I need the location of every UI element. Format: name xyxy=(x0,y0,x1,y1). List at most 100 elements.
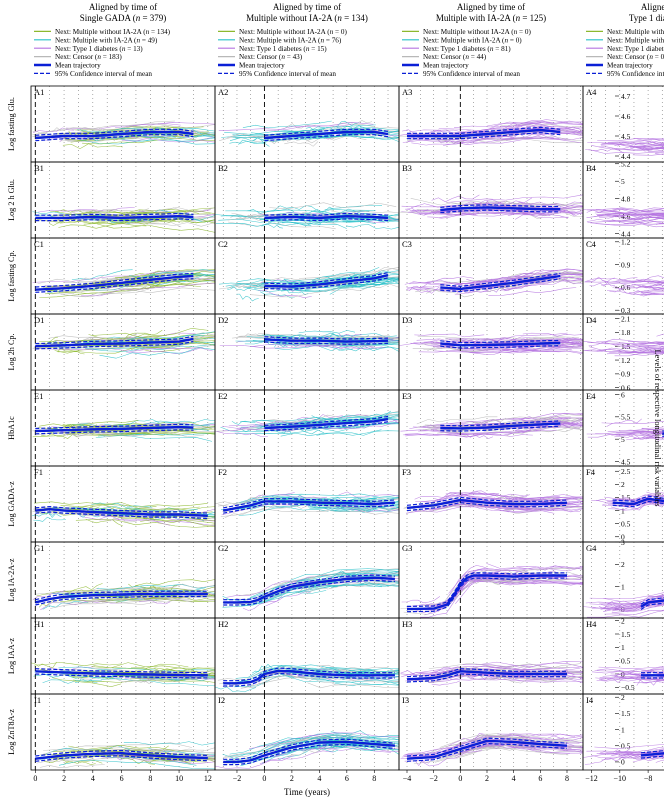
trajectory-line xyxy=(93,662,216,669)
y-tick-label: 0.5 xyxy=(621,519,631,528)
mean-trajectory-line xyxy=(264,417,389,430)
trajectory-line xyxy=(600,142,664,147)
trajectory-line xyxy=(512,120,584,125)
trajectory-line xyxy=(74,126,171,131)
trajectory-line xyxy=(143,419,216,428)
ci-upper-line xyxy=(406,496,568,506)
trajectory-line xyxy=(658,215,664,216)
trajectory-line xyxy=(336,120,373,126)
trajectory-line xyxy=(32,127,62,135)
trajectory-line xyxy=(465,345,584,352)
mean-trajectory-line xyxy=(222,500,395,512)
mean-trajectory-line xyxy=(35,508,208,517)
trajectory-line xyxy=(68,745,193,752)
trajectory-line xyxy=(609,352,664,356)
ci-lower-line xyxy=(407,132,561,140)
trajectory-line xyxy=(92,127,163,133)
panel-frame xyxy=(582,617,664,695)
trajectory-line xyxy=(231,333,260,339)
trajectory-line xyxy=(129,506,216,511)
trajectory-line xyxy=(596,212,664,216)
trajectory-line xyxy=(586,610,664,618)
trajectory-line xyxy=(614,284,664,289)
legend-label: Next: Multiple without IA-2A (n = 0) xyxy=(607,28,664,36)
trajectory-line xyxy=(610,504,664,511)
x-tick-label: 8 xyxy=(148,774,152,783)
trajectory-line xyxy=(262,493,400,498)
trajectory-line xyxy=(504,505,569,511)
y-axis-right: 0 0.5 1 1.5 2 xyxy=(615,693,631,767)
trajectory-line xyxy=(308,678,347,686)
ci-lower-line xyxy=(35,278,194,293)
ci-upper-line xyxy=(223,738,395,760)
trajectory-line xyxy=(500,123,584,128)
trajectory-line xyxy=(645,436,664,441)
panel-label: G2 xyxy=(218,543,228,553)
trajectory-line xyxy=(594,211,664,218)
y-tick-label: 0 xyxy=(621,533,625,542)
ci-lower-line xyxy=(406,673,567,683)
trajectory-line xyxy=(614,434,664,440)
trajectory-line xyxy=(618,350,664,353)
trajectory-line xyxy=(461,210,576,217)
trajectory-line xyxy=(39,764,105,768)
trajectory-line xyxy=(597,138,664,142)
column-title-group: Multiple with IA-2A ( xyxy=(436,13,516,23)
trajectory-line xyxy=(344,336,400,343)
trajectory-line xyxy=(34,501,157,509)
panel-label: D4 xyxy=(586,315,597,325)
legend-count: = 15) xyxy=(309,45,327,53)
trajectory-line xyxy=(115,122,216,128)
trajectory-line xyxy=(477,566,584,572)
trajectory-line xyxy=(466,496,502,501)
trajectory-line xyxy=(251,414,365,422)
mean-trajectory-line xyxy=(264,338,389,343)
trajectory-line xyxy=(251,343,374,348)
trajectory-line xyxy=(626,437,664,441)
legend-label: 95% Confidence interval of mean xyxy=(607,70,664,78)
ci-upper-line xyxy=(223,574,395,601)
ci-lower-line xyxy=(223,672,395,687)
panel-label: C4 xyxy=(586,239,597,249)
trajectory-line xyxy=(586,209,631,214)
trajectory-line xyxy=(311,679,400,686)
trajectory-line xyxy=(616,341,664,347)
trajectory-line xyxy=(586,207,664,212)
panel-label: C1 xyxy=(34,239,44,249)
trajectory-line xyxy=(127,134,177,139)
panel-F4: F4 xyxy=(582,465,664,543)
trajectory-line xyxy=(631,284,664,290)
trajectory-line xyxy=(120,503,165,511)
trajectory-line xyxy=(647,676,664,682)
y-tick-label: 0.6 xyxy=(621,383,631,392)
trajectory-line xyxy=(598,665,664,669)
ci-lower-line xyxy=(264,421,389,432)
legend-label: Next: Multiple without IA-2A (n = 0) xyxy=(423,28,531,36)
trajectory-line xyxy=(280,429,382,437)
trajectory-line xyxy=(266,732,400,751)
panel-label: B4 xyxy=(586,163,597,173)
trajectory-line xyxy=(611,604,664,614)
trajectory-line xyxy=(250,137,293,145)
column-title-line1: Aligned by time of xyxy=(457,2,525,12)
trajectory-line xyxy=(247,579,400,605)
trajectory-line xyxy=(336,124,376,130)
trajectory-line xyxy=(436,580,584,613)
trajectory-line xyxy=(62,143,123,150)
x-tick-label: 6 xyxy=(120,774,124,783)
ci-upper-line xyxy=(264,212,389,216)
column-title-line1: Aligned by time of xyxy=(89,2,157,12)
trajectory-line xyxy=(584,277,638,283)
trajectory-line xyxy=(600,677,642,683)
trajectory-line xyxy=(601,502,664,507)
trajectory-line xyxy=(596,668,664,672)
panel-I3: I3 xyxy=(398,693,584,771)
trajectory-line xyxy=(601,142,664,147)
x-tick-label: 2 xyxy=(290,774,294,783)
column-title-n: n xyxy=(337,13,342,23)
trajectory-line xyxy=(67,430,168,436)
trajectory-line xyxy=(507,270,559,278)
trajectory-line xyxy=(260,585,338,604)
x-tick-label: −10 xyxy=(614,774,627,783)
trajectory-line xyxy=(587,338,664,344)
